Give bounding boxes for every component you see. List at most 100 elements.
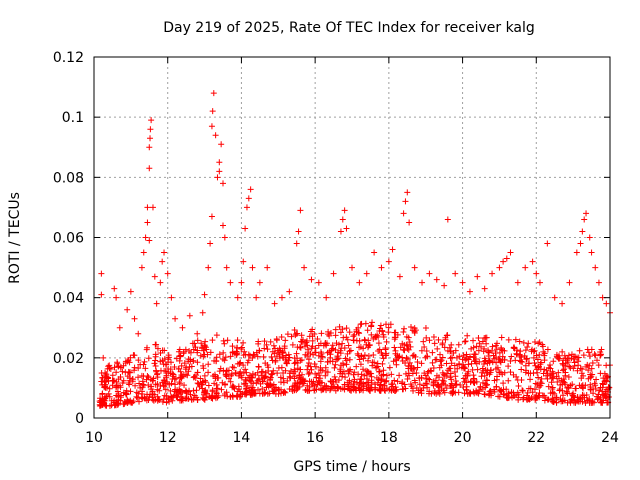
data-point xyxy=(536,351,543,358)
data-point xyxy=(411,264,418,271)
data-point xyxy=(106,362,113,369)
data-point xyxy=(346,356,353,363)
data-point xyxy=(595,362,602,369)
data-point xyxy=(346,348,353,355)
data-point xyxy=(276,386,283,393)
data-point xyxy=(172,315,179,322)
data-point xyxy=(408,324,415,331)
data-point xyxy=(145,355,152,362)
data-point xyxy=(324,369,331,376)
data-point xyxy=(579,228,586,235)
data-point xyxy=(589,360,596,367)
data-point xyxy=(194,359,201,366)
data-point xyxy=(350,337,357,344)
data-point xyxy=(243,204,250,211)
data-point xyxy=(117,364,124,371)
data-point xyxy=(517,358,524,365)
data-point xyxy=(238,345,245,352)
data-point xyxy=(383,338,390,345)
data-point xyxy=(222,371,229,378)
data-point xyxy=(186,312,193,319)
data-point xyxy=(113,294,120,301)
data-point xyxy=(303,339,310,346)
data-point xyxy=(459,356,466,363)
data-point xyxy=(285,351,292,358)
data-point xyxy=(426,270,433,277)
data-point xyxy=(124,399,131,406)
data-point xyxy=(209,108,216,115)
data-point xyxy=(520,339,527,346)
data-point xyxy=(298,357,305,364)
data-point xyxy=(406,372,413,379)
data-point xyxy=(98,270,105,277)
data-point xyxy=(315,279,322,286)
data-point xyxy=(188,363,195,370)
data-point xyxy=(126,381,133,388)
data-point xyxy=(208,123,215,130)
data-point xyxy=(523,356,530,363)
data-point xyxy=(555,369,562,376)
data-point xyxy=(249,264,256,271)
data-point xyxy=(324,358,331,365)
data-point xyxy=(512,357,519,364)
data-point xyxy=(433,356,440,363)
data-point xyxy=(437,358,444,365)
data-point xyxy=(247,186,254,193)
data-point xyxy=(505,363,512,370)
data-point xyxy=(505,377,512,384)
data-point xyxy=(378,264,385,271)
data-point xyxy=(548,379,555,386)
data-point xyxy=(135,390,142,397)
data-point xyxy=(138,372,145,379)
data-point xyxy=(547,390,554,397)
data-point xyxy=(576,347,583,354)
data-point xyxy=(157,279,164,286)
data-point xyxy=(544,375,551,382)
data-point xyxy=(130,398,137,405)
data-point xyxy=(264,346,271,353)
data-point xyxy=(136,398,143,405)
data-point xyxy=(503,386,510,393)
data-point xyxy=(308,276,315,283)
data-point xyxy=(566,279,573,286)
data-point xyxy=(211,380,218,387)
data-point xyxy=(147,126,154,133)
data-point xyxy=(467,353,474,360)
data-point xyxy=(124,306,131,313)
data-point xyxy=(407,343,414,350)
data-point xyxy=(216,159,223,166)
data-point xyxy=(531,360,538,367)
data-point xyxy=(146,165,153,172)
data-point xyxy=(417,387,424,394)
data-point xyxy=(531,386,538,393)
data-point xyxy=(232,369,239,376)
data-point xyxy=(278,334,285,341)
data-point xyxy=(205,264,212,271)
data-point xyxy=(234,294,241,301)
data-point xyxy=(242,376,249,383)
data-point xyxy=(167,387,174,394)
data-point xyxy=(312,370,319,377)
data-point xyxy=(603,300,610,307)
data-point xyxy=(260,353,267,360)
data-point xyxy=(361,336,368,343)
data-point xyxy=(396,372,403,379)
data-point xyxy=(244,359,251,366)
data-point xyxy=(295,228,302,235)
data-point xyxy=(360,366,367,373)
data-point xyxy=(169,397,176,404)
data-point xyxy=(529,258,536,265)
data-point xyxy=(377,322,384,329)
data-point xyxy=(586,234,593,241)
data-point xyxy=(205,382,212,389)
data-point xyxy=(163,374,170,381)
data-point xyxy=(343,361,350,368)
data-point xyxy=(462,338,469,345)
data-point xyxy=(409,370,416,377)
data-point xyxy=(429,359,436,366)
data-point xyxy=(460,383,467,390)
data-point xyxy=(199,309,206,316)
data-point xyxy=(448,354,455,361)
data-point xyxy=(542,394,549,401)
data-point xyxy=(535,374,542,381)
